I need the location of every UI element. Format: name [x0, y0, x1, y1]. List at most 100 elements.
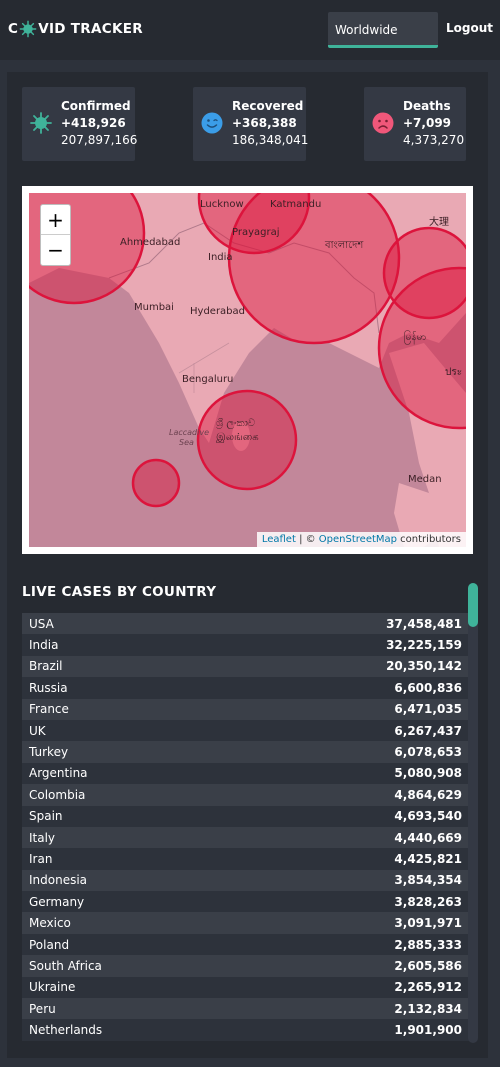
map-frame: Lucknow Katmandu Ahmedabad Prayagraj Ind… — [22, 186, 473, 554]
table-row[interactable]: Russia 6,600,836 — [22, 677, 469, 699]
map-label-hyderabad: Hyderabad — [190, 306, 245, 317]
recovered-total: 186,348,041 — [232, 133, 309, 147]
table-row[interactable]: Netherlands 1,901,900 — [22, 1019, 469, 1041]
country-name: France — [29, 702, 69, 717]
table-row[interactable]: Spain 4,693,540 — [22, 805, 469, 827]
country-name: Argentina — [29, 766, 88, 781]
country-cases: 4,425,821 — [394, 851, 462, 866]
confirmed-title: Confirmed — [61, 99, 131, 113]
recovered-card[interactable]: Recovered +368,388 186,348,041 — [193, 87, 309, 161]
country-cases: 6,078,653 — [394, 745, 462, 760]
country-select[interactable]: Worldwide — [328, 12, 438, 48]
country-cases: 37,458,481 — [386, 616, 462, 631]
country-name: Ukraine — [29, 980, 76, 995]
zoom-control: + − — [40, 204, 71, 266]
table-row[interactable]: Mexico 3,091,971 — [22, 912, 469, 934]
map-label-india: India — [208, 252, 233, 263]
table-row[interactable]: Peru 2,132,834 — [22, 998, 469, 1020]
table-row[interactable]: Ukraine 2,265,912 — [22, 976, 469, 999]
map-label-medan: Medan — [408, 474, 442, 485]
country-name: Indonesia — [29, 873, 88, 888]
country-cases: 20,350,142 — [386, 659, 462, 674]
logout-button[interactable]: Logout — [446, 21, 494, 35]
country-cases: 2,605,586 — [394, 958, 462, 973]
country-name: Italy — [29, 830, 56, 845]
country-cases: 1,901,900 — [394, 1023, 462, 1038]
map-label-sea: Sea — [179, 438, 194, 447]
table-row[interactable]: Argentina 5,080,908 — [22, 762, 469, 785]
country-cases: 6,600,836 — [394, 680, 462, 695]
list-scrollbar-thumb[interactable] — [468, 583, 478, 627]
app-header: C VID TRACKER Worldwide Logout — [0, 0, 500, 60]
recovered-title: Recovered — [232, 99, 304, 113]
case-circles[interactable] — [29, 193, 466, 508]
table-row[interactable]: UK 6,267,437 — [22, 719, 469, 742]
list-scrollbar[interactable] — [468, 583, 478, 1043]
country-cases: 3,854,354 — [394, 873, 462, 888]
country-name: India — [29, 638, 59, 653]
zoom-in-button[interactable]: + — [41, 205, 70, 235]
attribution-separator: | © — [295, 534, 319, 545]
land-mass-east — [389, 343, 466, 547]
country-cases: 4,864,629 — [394, 787, 462, 802]
country-name: Spain — [29, 809, 63, 824]
country-name: UK — [29, 723, 46, 738]
country-cases: 3,828,263 — [394, 894, 462, 909]
country-cases: 3,091,971 — [394, 916, 462, 931]
table-row[interactable]: Turkey 6,078,653 — [22, 741, 469, 763]
country-cases: 32,225,159 — [386, 638, 462, 653]
table-row[interactable]: Brazil 20,350,142 — [22, 655, 469, 678]
confirmed-card[interactable]: Confirmed +418,926 207,897,166 — [22, 87, 138, 161]
live-cases-panel: LIVE CASES BY COUNTRY USA 37,458,481 India… — [7, 568, 488, 1058]
table-row[interactable]: France 6,471,035 — [22, 698, 469, 720]
table-row[interactable]: Iran 4,425,821 — [22, 848, 469, 870]
recovered-today: +368,388 — [232, 116, 297, 130]
table-row[interactable]: Italy 4,440,669 — [22, 826, 469, 849]
map-label-srilanka-tamil: இலங்கை — [216, 432, 259, 443]
country-name: South Africa — [29, 958, 102, 973]
country-name: Turkey — [29, 745, 69, 760]
map-label-bengaluru: Bengaluru — [182, 374, 234, 385]
deaths-today: +7,099 — [403, 116, 452, 130]
country-name: Russia — [29, 680, 68, 695]
table-row[interactable]: India 32,225,159 — [22, 634, 469, 656]
confirmed-total: 207,897,166 — [61, 133, 138, 147]
live-cases-table: USA 37,458,481 India 32,225,159 Brazil 20,350… — [22, 613, 469, 1041]
map-label-myanmar: မြန်မာ — [404, 332, 427, 343]
table-row[interactable]: Colombia 4,864,629 — [22, 784, 469, 806]
country-cases: 6,471,035 — [394, 702, 462, 717]
deaths-card[interactable]: Deaths +7,099 4,373,270 — [364, 87, 466, 161]
deaths-title: Deaths — [403, 99, 451, 113]
country-name: Colombia — [29, 787, 86, 802]
osm-link[interactable]: OpenStreetMap — [318, 534, 397, 545]
country-cases: 4,440,669 — [394, 830, 462, 845]
map-label-lucknow: Lucknow — [200, 199, 244, 210]
sad-icon — [372, 112, 394, 134]
app-logo[interactable]: C VID TRACKER — [8, 20, 143, 38]
smile-icon — [201, 112, 223, 134]
country-cases: 2,885,333 — [394, 937, 462, 952]
country-cases: 2,265,912 — [394, 980, 462, 995]
country-cases: 2,132,834 — [394, 1001, 462, 1016]
table-row[interactable]: Indonesia 3,854,354 — [22, 869, 469, 892]
map-canvas — [29, 193, 466, 547]
zoom-out-button[interactable]: − — [47, 238, 64, 262]
cases-map[interactable]: Lucknow Katmandu Ahmedabad Prayagraj Ind… — [29, 193, 466, 547]
map-label-thai: ประ — [445, 367, 463, 378]
table-row[interactable]: Poland 2,885,333 — [22, 933, 469, 956]
country-name: Netherlands — [29, 1023, 103, 1038]
country-name: Peru — [29, 1001, 56, 1016]
table-row[interactable]: USA 37,458,481 — [22, 613, 469, 635]
country-cases: 6,267,437 — [394, 723, 462, 738]
country-cases: 4,693,540 — [394, 809, 462, 824]
table-row[interactable]: Germany 3,828,263 — [22, 891, 469, 913]
table-row[interactable]: South Africa 2,605,586 — [22, 955, 469, 977]
overview-panel: Confirmed +418,926 207,897,166 Recovered… — [7, 72, 488, 568]
country-name: USA — [29, 616, 54, 631]
land-mass-sumatra — [394, 483, 444, 547]
leaflet-link[interactable]: Leaflet — [261, 534, 296, 545]
live-cases-title: LIVE CASES BY COUNTRY — [22, 584, 217, 600]
map-label-katmandu: Katmandu — [270, 199, 322, 210]
virus-icon — [30, 112, 52, 134]
country-name: Brazil — [29, 659, 63, 674]
